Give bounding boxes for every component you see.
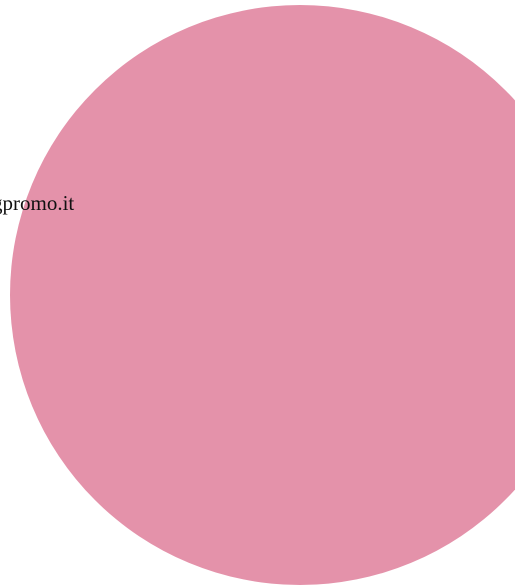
pink-circle (10, 5, 515, 585)
domain-text: gpromo.it (0, 191, 75, 215)
